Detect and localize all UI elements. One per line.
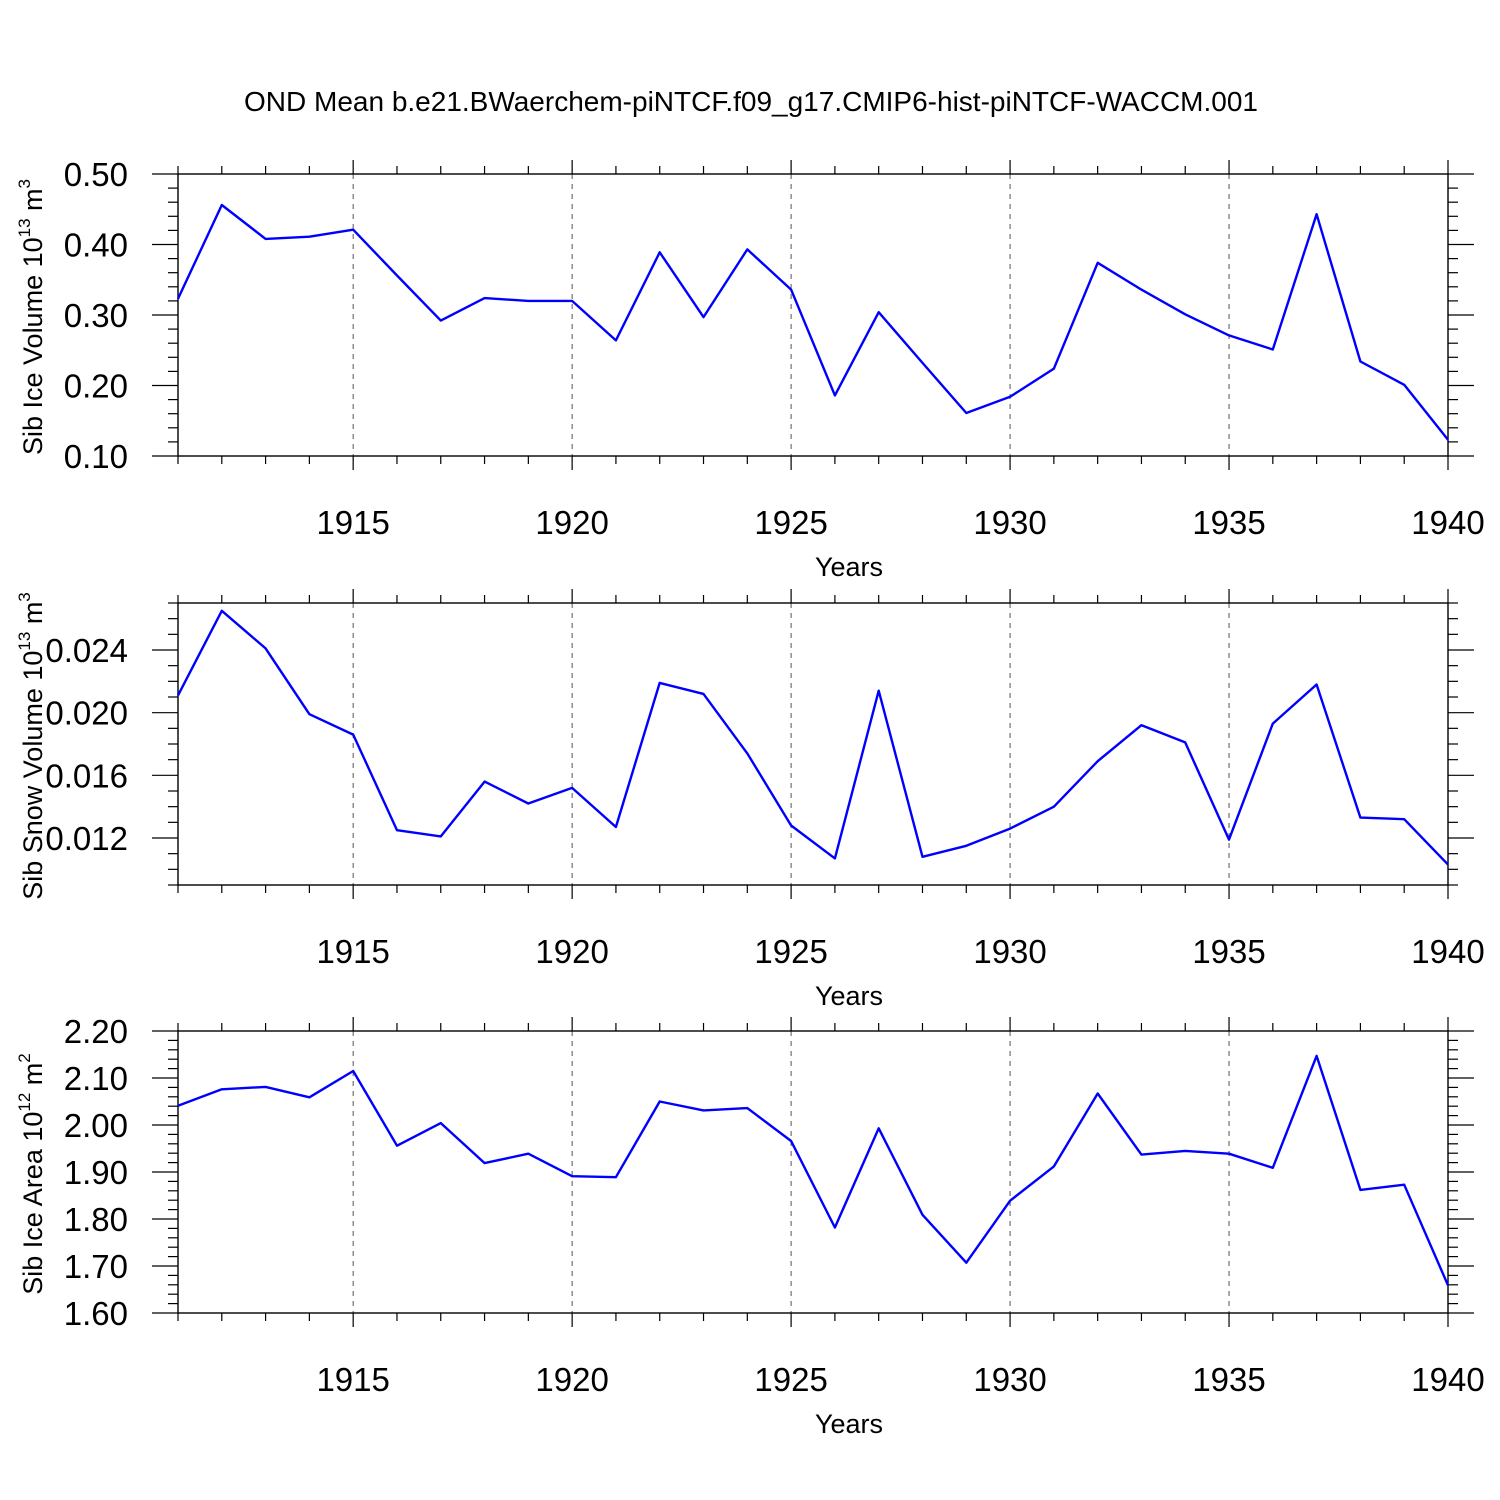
y-tick-label: 0.020 [45, 695, 128, 732]
y-tick-label: 0.40 [64, 227, 128, 264]
y-tick-label: 2.10 [64, 1060, 128, 1097]
x-axis-label: Years [815, 552, 883, 582]
x-tick-label: 1920 [535, 1361, 608, 1398]
plot-frame [177, 173, 1449, 457]
x-tick-label: 1935 [1192, 1361, 1265, 1398]
chart-title: OND Mean b.e21.BWaerchem-piNTCF.f09_g17.… [244, 86, 1258, 117]
x-tick-label: 1915 [316, 504, 389, 541]
chart-panel-3: 1.60 1.70 1.80 1.90 2.00 2.10 2.20 1915 1920 1925… [15, 1013, 1485, 1439]
x-tick-label: 1925 [754, 504, 827, 541]
y-tick-label: 0.024 [45, 632, 128, 669]
x-tick-label: 1935 [1192, 504, 1265, 541]
x-tick-label: 1930 [973, 1361, 1046, 1398]
x-tick-label: 1925 [754, 1361, 827, 1398]
y-tick-label: 0.012 [45, 820, 128, 857]
y-tick-label: 0.10 [64, 438, 128, 475]
y-tick-label: 1.90 [64, 1154, 128, 1191]
series-line [176, 203, 1449, 441]
y-tick-label: 0.016 [45, 757, 128, 794]
y-tick-label: 1.60 [64, 1295, 128, 1332]
series-line [176, 609, 1449, 866]
y-axis-label: Sib Ice Area 1012 m2 [15, 1053, 48, 1295]
y-tick-label: 1.80 [64, 1201, 128, 1238]
y-tick-label: 1.70 [64, 1248, 128, 1285]
x-tick-label: 1920 [535, 504, 608, 541]
x-tick-label: 1935 [1192, 933, 1265, 970]
y-tick-label: 2.00 [64, 1107, 128, 1144]
plot-frame [177, 1030, 1449, 1314]
x-tick-label: 1940 [1411, 933, 1484, 970]
x-tick-label: 1915 [316, 1361, 389, 1398]
x-tick-label: 1920 [535, 933, 608, 970]
chart-panel-2: 0.012 0.016 0.020 0.024 1915 1920 1925 1930 1935… [15, 589, 1485, 1011]
x-tick-label: 1915 [316, 933, 389, 970]
y-tick-label: 0.30 [64, 297, 128, 334]
series-line [177, 1054, 1450, 1286]
y-tick-label: 0.50 [64, 156, 128, 193]
y-tick-label: 0.20 [64, 368, 128, 405]
x-tick-label: 1940 [1411, 1361, 1484, 1398]
y-tick-label: 2.20 [64, 1013, 128, 1050]
x-tick-label: 1930 [973, 933, 1046, 970]
x-axis-label: Years [815, 981, 883, 1011]
y-axis-label: Sib Snow Volume 1013 m3 [15, 592, 48, 900]
x-tick-label: 1925 [754, 933, 827, 970]
y-axis-label: Sib Ice Volume 1013 m3 [15, 179, 48, 455]
x-tick-label: 1940 [1411, 504, 1484, 541]
chart-panel-1: 0.10 0.20 0.30 0.40 0.50 1915 1920 1925 1930 1935… [15, 156, 1485, 582]
x-tick-label: 1930 [973, 504, 1046, 541]
panels: 0.10 0.20 0.30 0.40 0.50 1915 1920 1925 1930 1935… [15, 156, 1485, 1439]
x-axis-label: Years [815, 1409, 883, 1439]
